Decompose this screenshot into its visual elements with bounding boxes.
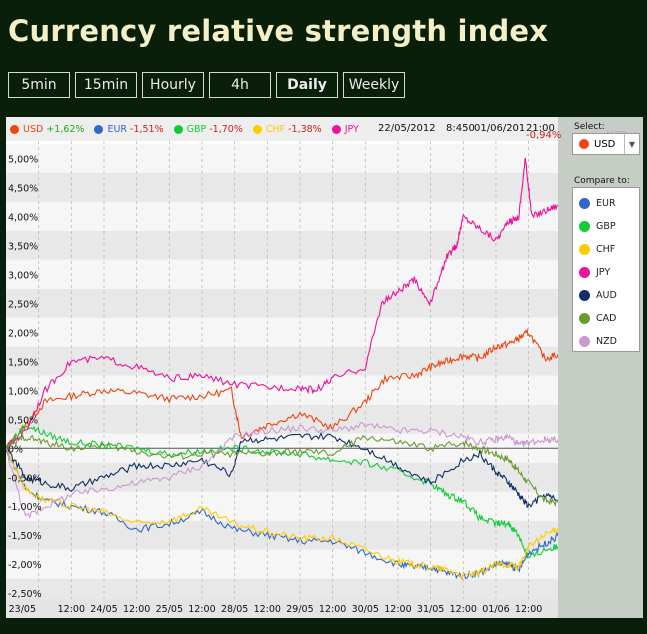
selected-currency: USD — [594, 138, 616, 150]
compare-item-jpy[interactable]: JPY — [573, 261, 639, 284]
compare-item-aud[interactable]: AUD — [573, 284, 639, 307]
compare-item-cad[interactable]: CAD — [573, 307, 639, 330]
y-tick-label: -2,00% — [8, 560, 42, 571]
y-tick-label: 0,50% — [8, 415, 38, 426]
compare-code: AUD — [596, 290, 617, 301]
compare-item-eur[interactable]: EUR — [573, 192, 639, 215]
currency-dot — [579, 336, 590, 347]
chart-panel: 5,00% 4,50% 4,00% 3,50% 3,00% 2,50% 2,00% 1,50%… — [6, 117, 643, 618]
y-tick-label: 4,50% — [8, 183, 38, 194]
y-tick-label: -1,00% — [8, 502, 42, 513]
grid-band — [6, 462, 558, 492]
x-tick-label: 12:00 — [123, 604, 150, 615]
y-tick-label: 0% — [8, 444, 23, 455]
page-title: Currency relative strength index — [8, 14, 549, 48]
compare-code: GBP — [596, 221, 616, 232]
tab-5min[interactable]: 5min — [8, 72, 70, 98]
x-tick-label: 12:00 — [384, 604, 411, 615]
x-tick-label: 28/05 — [221, 604, 248, 615]
compare-list: EUR GBP CHF JPY AUD CAD NZD — [572, 187, 640, 352]
compare-code: CAD — [596, 313, 617, 324]
tab-15min[interactable]: 15min — [75, 72, 137, 98]
x-tick-label: 12:00 — [515, 604, 542, 615]
y-tick-label: -2,50% — [8, 589, 42, 600]
currency-dot — [579, 139, 589, 149]
compare-item-chf[interactable]: CHF — [573, 238, 639, 261]
y-tick-label: 2,50% — [8, 299, 38, 310]
series-line-aud — [6, 431, 558, 508]
grid-band — [6, 201, 558, 231]
y-tick-label: -0,50% — [8, 473, 42, 484]
x-tick-label: 25/05 — [156, 604, 183, 615]
x-axis-background — [6, 599, 558, 618]
series-line-usd — [6, 328, 558, 449]
compare-label: Compare to: — [574, 176, 630, 186]
tab-4h[interactable]: 4h — [209, 72, 271, 98]
x-tick-label: 12:00 — [254, 604, 281, 615]
grid-band — [6, 404, 558, 434]
compare-code: CHF — [596, 244, 616, 255]
legend-background — [6, 117, 558, 141]
grid-band — [6, 259, 558, 289]
timeframe-bar: 5min 15min Hourly 4h Daily Weekly — [8, 72, 405, 98]
series-line-cad — [6, 434, 558, 508]
x-tick-label: 29/05 — [286, 604, 313, 615]
compare-code: EUR — [596, 198, 616, 209]
series-line-chf — [6, 448, 558, 580]
x-tick-label: 24/05 — [90, 604, 117, 615]
y-tick-label: -1,50% — [8, 531, 42, 542]
y-tick-label: 3,00% — [8, 270, 38, 281]
grid-band — [6, 288, 558, 318]
grid-band — [6, 143, 558, 173]
y-tick-label: 5,00% — [8, 154, 38, 165]
chevron-down-icon[interactable]: ▼ — [624, 134, 639, 154]
currency-dot — [579, 313, 590, 324]
y-tick-label: 4,00% — [8, 212, 38, 223]
tab-daily[interactable]: Daily — [276, 72, 338, 98]
grid-band — [6, 375, 558, 405]
currency-dot — [579, 267, 590, 278]
compare-item-nzd[interactable]: NZD — [573, 330, 639, 353]
currency-dot — [579, 244, 590, 255]
y-tick-label: 1,00% — [8, 386, 38, 397]
x-tick-label: 12:00 — [319, 604, 346, 615]
x-tick-label: 23/05 — [9, 604, 36, 615]
x-tick-label: 30/05 — [352, 604, 379, 615]
chart-plot[interactable]: 5,00% 4,50% 4,00% 3,50% 3,00% 2,50% 2,00% 1,50%… — [6, 117, 558, 618]
x-tick-label: 01/06 — [482, 604, 509, 615]
grid-band — [6, 491, 558, 521]
x-tick-label: 12:00 — [450, 604, 477, 615]
series-line-gbp — [6, 424, 558, 559]
x-tick-label: 12:00 — [188, 604, 215, 615]
select-label: Select: — [574, 122, 605, 132]
currency-dot — [579, 198, 590, 209]
grid-band — [6, 346, 558, 376]
base-currency-select[interactable]: USD ▼ — [572, 133, 640, 155]
currency-dot — [579, 221, 590, 232]
compare-item-gbp[interactable]: GBP — [573, 215, 639, 238]
tab-weekly[interactable]: Weekly — [343, 72, 405, 98]
x-tick-label: 12:00 — [58, 604, 85, 615]
compare-code: NZD — [596, 336, 617, 347]
grid-band — [6, 172, 558, 202]
x-tick-label: 31/05 — [417, 604, 444, 615]
series-line-jpy — [6, 157, 558, 450]
compare-code: JPY — [596, 267, 611, 278]
y-tick-label: 3,50% — [8, 241, 38, 252]
y-tick-label: 2,00% — [8, 328, 38, 339]
tab-hourly[interactable]: Hourly — [142, 72, 204, 98]
grid-band — [6, 317, 558, 347]
y-tick-label: 1,50% — [8, 357, 38, 368]
grid-band — [6, 230, 558, 260]
series-line-nzd — [6, 421, 558, 519]
currency-dot — [579, 290, 590, 301]
